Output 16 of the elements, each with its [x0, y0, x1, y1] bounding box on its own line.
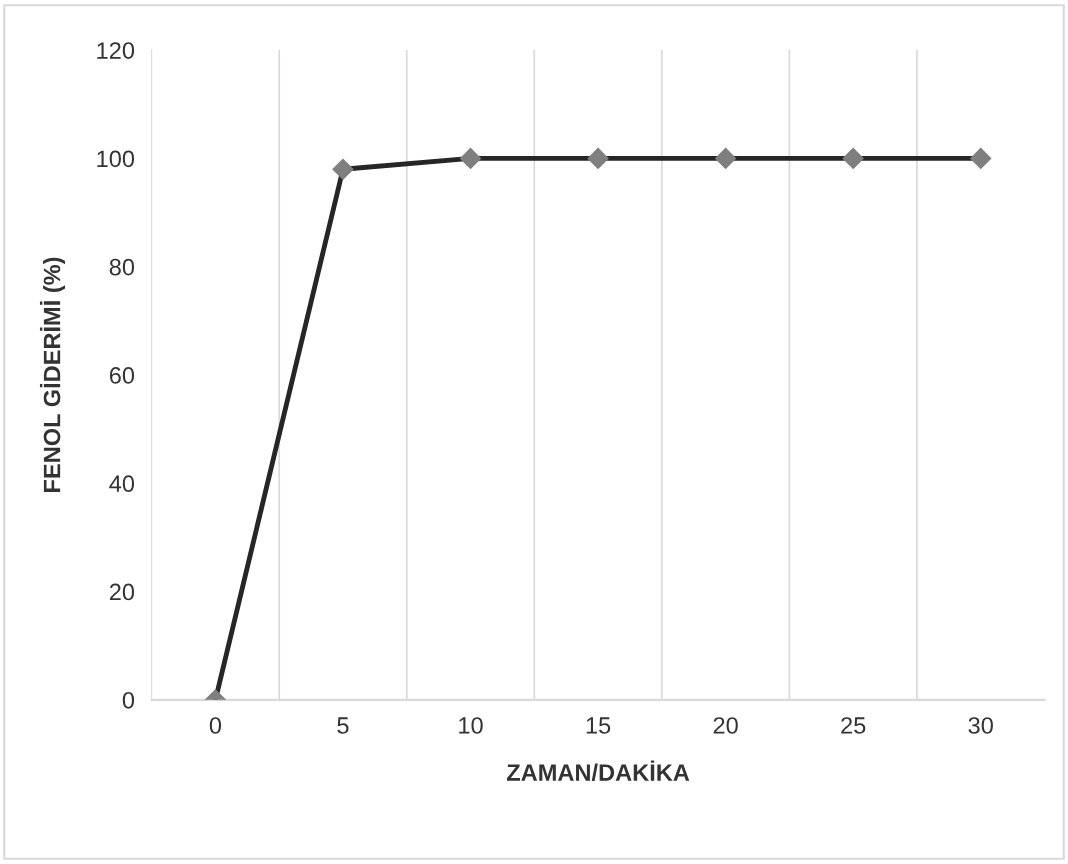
y-tick-label: 100: [97, 150, 135, 168]
y-tick-label: 40: [109, 475, 135, 493]
x-tick-label: 15: [586, 717, 611, 734]
y-tick-label: 60: [109, 367, 135, 384]
y-tick-label: 120: [97, 42, 135, 59]
x-tick-label: 25: [841, 717, 866, 734]
x-tick-label: 10: [459, 717, 483, 734]
y-tick-label: 80: [109, 258, 135, 276]
x-axis-title: ZAMAN/DAKİKA: [506, 760, 690, 782]
x-tick-label: 30: [968, 717, 993, 734]
y-tick-label: 20: [109, 583, 135, 601]
y-axis-title: FENOL GİDERİMİ (%): [39, 257, 66, 492]
x-tick-label: 20: [713, 717, 738, 734]
x-tick-label: 0: [209, 717, 222, 734]
x-tick-label: 5: [337, 717, 349, 734]
y-tick-label: 0: [122, 691, 135, 709]
